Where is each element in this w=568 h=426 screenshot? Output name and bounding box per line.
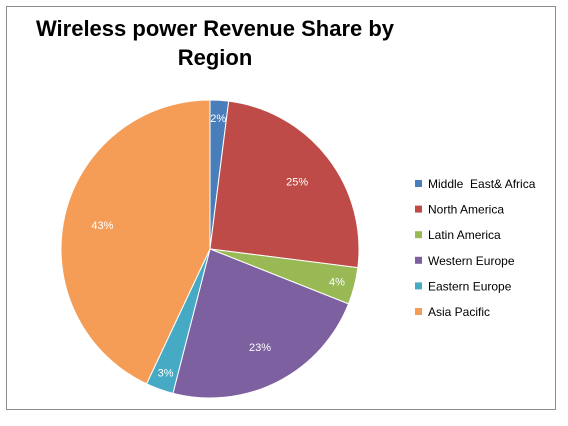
chart-title: Wireless power Revenue Share by Region bbox=[35, 16, 395, 70]
legend-swatch-asia-pacific bbox=[415, 308, 422, 315]
legend-swatch-latin-america bbox=[415, 231, 422, 239]
legend-label-middle-east-africa: Middle East& Africa bbox=[428, 177, 536, 191]
data-label-latin-america: 4% bbox=[329, 277, 345, 289]
legend: Middle East& Africa North America Latin Am… bbox=[415, 177, 536, 319]
data-label-eastern-europe: 3% bbox=[158, 367, 174, 379]
legend-label-latin-america: Latin America bbox=[428, 228, 501, 242]
legend-label-western-europe: Western Europe bbox=[428, 254, 515, 268]
data-label-asia-pacific: 43% bbox=[91, 220, 113, 232]
legend-label-eastern-europe: Eastern Europe bbox=[428, 279, 512, 293]
pie-slice-asia-pacific bbox=[60, 99, 211, 385]
data-label-north-america: 25% bbox=[286, 176, 308, 188]
data-label-middle-east-africa: 2% bbox=[210, 113, 226, 125]
legend-swatch-north-america bbox=[415, 205, 422, 213]
pie-slice-north-america bbox=[209, 100, 360, 269]
slice-labels: 2% 25% 4% 23% 3% 43% bbox=[91, 113, 345, 379]
legend-label-asia-pacific: Asia Pacific bbox=[428, 305, 490, 319]
data-label-western-europe: 23% bbox=[249, 342, 271, 354]
legend-swatch-middle-east-africa bbox=[415, 180, 422, 187]
pie-slices bbox=[60, 99, 360, 399]
legend-swatch-western-europe bbox=[415, 256, 422, 264]
pie-slice-western-europe bbox=[172, 248, 350, 399]
legend-swatch-eastern-europe bbox=[415, 282, 422, 290]
legend-label-north-america: North America bbox=[428, 203, 504, 217]
